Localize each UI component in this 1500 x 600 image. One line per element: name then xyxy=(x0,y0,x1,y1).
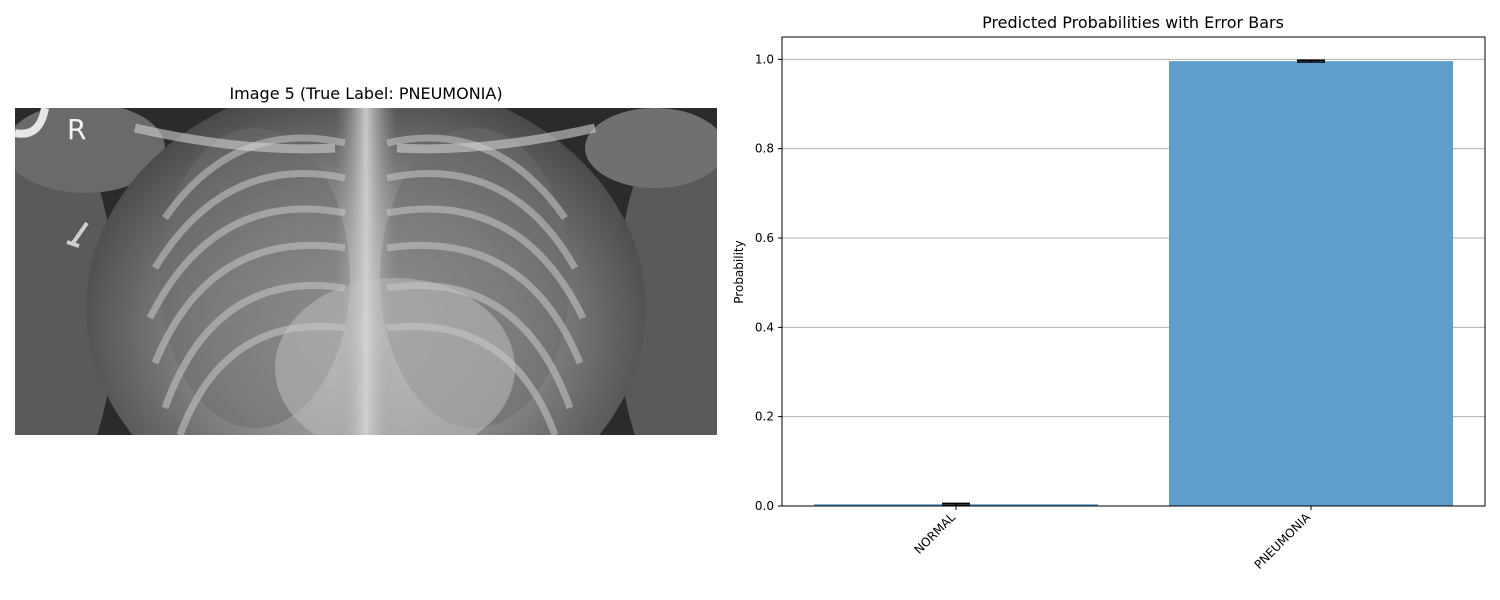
bar-pneumonia xyxy=(1169,61,1454,507)
y-tick-label: 0.8 xyxy=(755,142,774,156)
x-tick-label-normal: NORMAL xyxy=(911,510,958,557)
image-title: Image 5 (True Label: PNEUMONIA) xyxy=(229,84,503,103)
y-tick-label: 0.4 xyxy=(755,320,774,334)
y-axis-ticks: 0.0 0.2 0.4 0.6 0.8 1.0 xyxy=(755,52,782,513)
y-tick-label: 1.0 xyxy=(755,52,774,66)
y-axis-label: Probability xyxy=(732,240,746,303)
error-bars xyxy=(941,59,1326,506)
y-tick-label: 0.6 xyxy=(755,231,774,245)
xray-drawing: R xyxy=(15,108,717,435)
y-tick-label: 0.0 xyxy=(755,499,774,513)
y-tick-label: 0.2 xyxy=(755,410,774,424)
chest-xray-image: R xyxy=(15,108,717,435)
bars xyxy=(813,61,1454,507)
chart-title: Predicted Probabilities with Error Bars xyxy=(982,13,1284,32)
x-axis-ticks: NORMAL PNEUMONIA xyxy=(911,506,1314,572)
plot-frame xyxy=(781,36,1486,507)
x-tick-label-pneumonia: PNEUMONIA xyxy=(1252,510,1314,572)
xray-side-marker: R xyxy=(67,113,86,146)
